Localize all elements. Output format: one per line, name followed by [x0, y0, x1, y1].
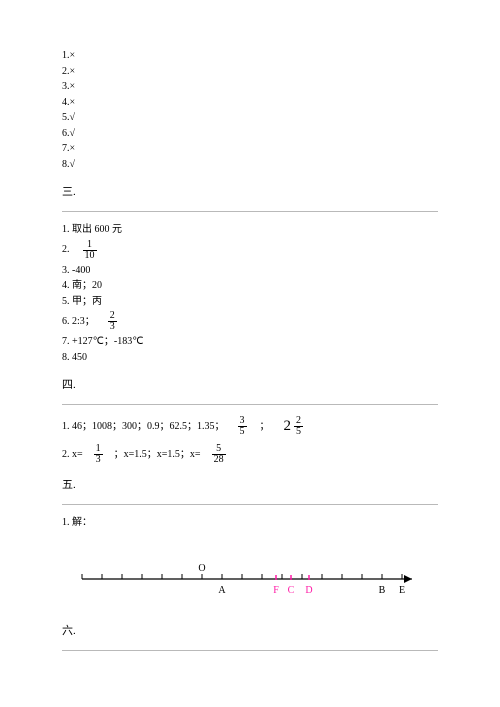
frac-num: 3 — [238, 416, 247, 426]
tf-mark: √ — [70, 157, 76, 173]
svg-text:F: F — [273, 585, 279, 596]
svg-text:D: D — [305, 585, 312, 596]
frac-den: 3 — [94, 454, 103, 465]
tf-mark: × — [70, 79, 76, 95]
tf-item: 1.× — [62, 48, 438, 64]
tf-list: 1.× 2.× 3.× 4.× 5.√ 6.√ 7.× 8.√ — [62, 48, 438, 172]
fraction: 2 5 — [294, 416, 303, 437]
frac-den: 5 — [294, 426, 303, 437]
mixed-whole: 2 — [284, 415, 292, 438]
section-4-title: 四. — [62, 377, 438, 394]
fraction: 5 28 — [212, 444, 226, 465]
s3-l6: 6. 2:3； 2 3 — [62, 311, 438, 332]
s4-l2b: ；x=1.5；x=1.5；x= — [114, 447, 201, 463]
s3-l1: 1. 取出 600 元 — [62, 222, 438, 238]
section-5: 1. 解： O A FCD B E — [62, 515, 438, 605]
s3-l7: 7. +127℃；-183℃ — [62, 334, 438, 350]
fraction: 1 3 — [94, 444, 103, 465]
frac-den: 10 — [83, 250, 97, 261]
s4-l2: 2. x= 1 3 ；x=1.5；x=1.5；x= 5 28 — [62, 444, 438, 465]
divider — [62, 504, 438, 505]
tf-num: 8. — [62, 157, 70, 173]
tf-mark: √ — [70, 126, 76, 142]
frac-num: 2 — [108, 311, 117, 321]
svg-text:O: O — [198, 563, 205, 574]
mixed-number: 2 2 5 — [284, 415, 307, 438]
frac-den: 28 — [212, 454, 226, 465]
s3-l5: 5. 甲；丙 — [62, 294, 438, 310]
s3-l8: 8. 450 — [62, 350, 438, 366]
tf-num: 3. — [62, 79, 70, 95]
frac-num: 1 — [94, 444, 103, 454]
section-6-title: 六. — [62, 623, 438, 640]
frac-num: 5 — [214, 444, 223, 454]
tf-item: 5.√ — [62, 110, 438, 126]
divider — [62, 650, 438, 651]
s4-l2a: 2. x= — [62, 447, 83, 463]
tf-item: 2.× — [62, 64, 438, 80]
tf-mark: × — [70, 48, 76, 64]
tf-mark: × — [70, 95, 76, 111]
tf-num: 4. — [62, 95, 70, 111]
tf-mark: × — [70, 64, 76, 80]
tf-num: 5. — [62, 110, 70, 126]
divider — [62, 211, 438, 212]
frac-num: 1 — [85, 240, 94, 250]
s5-l1: 1. 解： — [62, 515, 438, 531]
section-3: 1. 取出 600 元 2. 1 10 3. -400 4. 南；20 5. 甲… — [62, 222, 438, 365]
tf-item: 6.√ — [62, 126, 438, 142]
section-4: 1. 46；1008；300；0.9；62.5；1.35； 3 5 ； 2 2 … — [62, 415, 438, 465]
svg-text:E: E — [399, 585, 405, 596]
fraction: 2 3 — [108, 311, 117, 332]
tf-mark: √ — [70, 110, 76, 126]
s3-l4: 4. 南；20 — [62, 278, 438, 294]
fraction: 1 10 — [83, 240, 97, 261]
tf-mark: × — [70, 141, 76, 157]
s3-l6a: 6. 2:3； — [62, 314, 95, 330]
s4-l1: 1. 46；1008；300；0.9；62.5；1.35； 3 5 ； 2 2 … — [62, 415, 438, 438]
tf-num: 2. — [62, 64, 70, 80]
fraction: 3 5 — [238, 416, 247, 437]
section-5-title: 五. — [62, 477, 438, 494]
s3-l2: 2. 1 10 — [62, 240, 438, 261]
s4-l1a: 1. 46；1008；300；0.9；62.5；1.35； — [62, 419, 225, 435]
frac-den: 5 — [238, 426, 247, 437]
svg-text:C: C — [288, 585, 295, 596]
tf-item: 7.× — [62, 141, 438, 157]
tf-item: 8.√ — [62, 157, 438, 173]
divider — [62, 404, 438, 405]
section-3-title: 三. — [62, 184, 438, 201]
number-line: O A FCD B E — [62, 549, 438, 605]
number-line-svg: O A FCD B E — [62, 549, 438, 605]
frac-den: 3 — [108, 321, 117, 332]
frac-num: 2 — [294, 416, 303, 426]
svg-text:A: A — [218, 585, 226, 596]
s3-l2-num: 2. — [62, 242, 70, 258]
sep: ； — [260, 419, 270, 435]
tf-num: 6. — [62, 126, 70, 142]
svg-text:B: B — [379, 585, 386, 596]
tf-item: 3.× — [62, 79, 438, 95]
tf-num: 1. — [62, 48, 70, 64]
tf-item: 4.× — [62, 95, 438, 111]
tf-num: 7. — [62, 141, 70, 157]
s3-l3: 3. -400 — [62, 263, 438, 279]
